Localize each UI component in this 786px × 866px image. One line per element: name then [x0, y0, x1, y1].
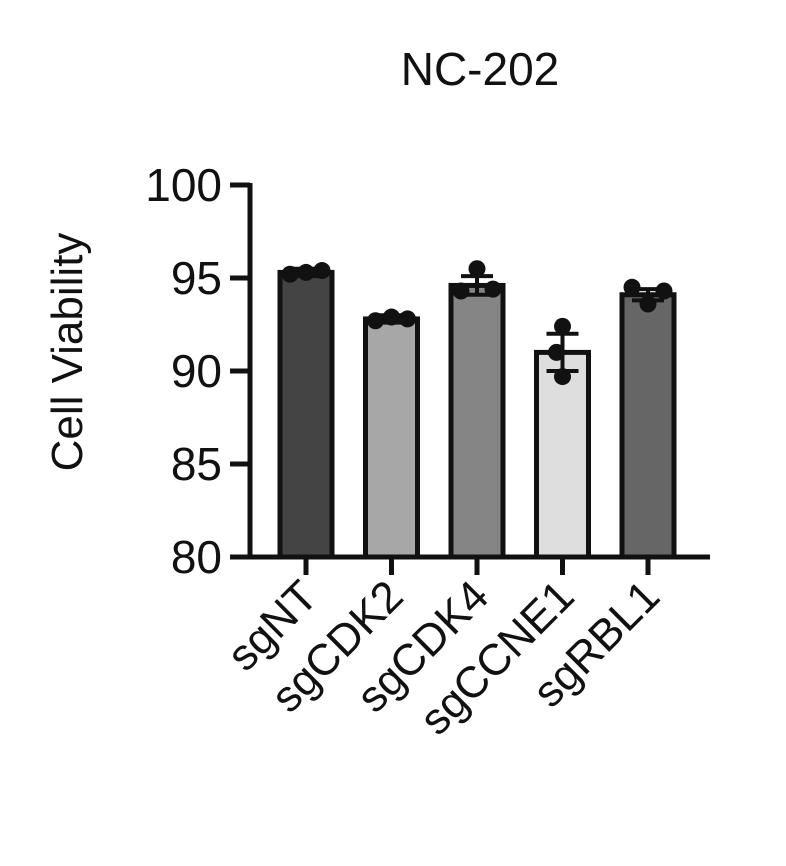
data-point-sgRBL1	[623, 278, 641, 296]
y-tick-label: 80	[171, 531, 222, 583]
data-point-sgRBL1	[655, 282, 673, 300]
data-point-sgCCNE1	[548, 343, 565, 361]
y-tick-label: 85	[171, 438, 222, 490]
bar-sgCDK4	[448, 282, 506, 560]
data-point-sgNT	[313, 262, 331, 280]
y-tick-label: 95	[171, 252, 222, 304]
y-tick-label: 100	[145, 159, 222, 211]
bar-sgNT	[277, 269, 335, 560]
data-point-sgCCNE1	[554, 368, 571, 386]
data-point-sgCDK2	[399, 310, 416, 328]
data-point-sgCCNE1	[554, 317, 571, 335]
data-point-sgNT	[297, 263, 315, 281]
bar-sgRBL1	[619, 292, 677, 560]
data-point-sgCDK4	[484, 280, 502, 298]
data-point-sgCDK2	[367, 312, 384, 330]
y-tick-label: 90	[171, 345, 222, 397]
data-point-sgCDK4	[452, 282, 470, 300]
data-point-sgRBL1	[639, 295, 657, 313]
y-axis-title: Cell Viability	[43, 233, 92, 472]
data-point-sgNT	[281, 265, 299, 283]
chart-title: NC-202	[401, 43, 560, 95]
bar-sgCDK2	[363, 316, 420, 560]
data-point-sgCDK4	[468, 260, 486, 278]
data-point-sgCDK2	[383, 308, 400, 326]
